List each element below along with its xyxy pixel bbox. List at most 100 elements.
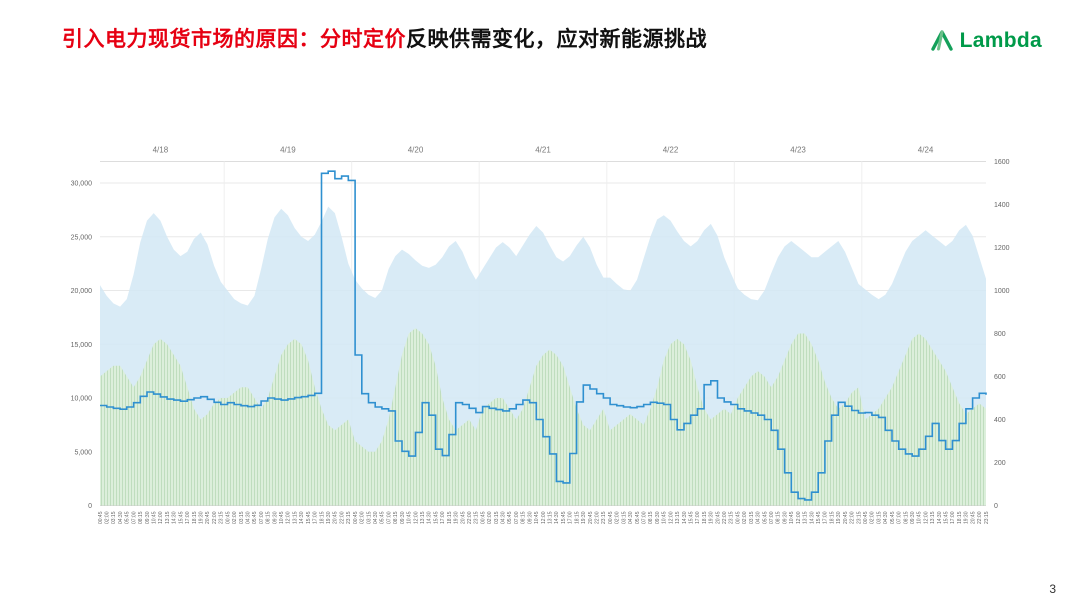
svg-text:10:45: 10:45	[534, 511, 540, 524]
svg-text:02:00: 02:00	[487, 511, 493, 524]
svg-text:17:00: 17:00	[440, 511, 446, 524]
title-highlight: 引入电力现货市场的原因：分时定价	[62, 28, 406, 51]
svg-text:03:15: 03:15	[494, 511, 500, 524]
svg-text:09:30: 09:30	[655, 511, 661, 524]
svg-text:08:15: 08:15	[266, 511, 272, 524]
svg-text:23:15: 23:15	[219, 511, 225, 524]
svg-text:12:00: 12:00	[796, 511, 802, 524]
svg-text:22:00: 22:00	[212, 511, 218, 524]
load-price-chart: 0 5,000 10,000 15,000 20,000 25,000 30,000 0 200…	[50, 132, 1030, 577]
slide-header: 引入电力现货市场的原因：分时定价反映供需变化，应对新能源挑战 Lambda	[62, 26, 1042, 54]
svg-text:00:45: 00:45	[608, 511, 614, 524]
svg-text:1600: 1600	[994, 159, 1010, 166]
svg-text:17:00: 17:00	[950, 511, 956, 524]
svg-text:04:30: 04:30	[373, 511, 379, 524]
svg-text:04:30: 04:30	[756, 511, 762, 524]
svg-text:05:45: 05:45	[635, 511, 641, 524]
svg-text:400: 400	[994, 417, 1006, 424]
svg-text:14:30: 14:30	[299, 511, 305, 524]
svg-text:15:45: 15:45	[816, 511, 822, 524]
svg-text:03:15: 03:15	[239, 511, 245, 524]
load-price-chart-svg: 0 5,000 10,000 15,000 20,000 25,000 30,000 0 200…	[71, 146, 1010, 525]
svg-text:07:00: 07:00	[131, 511, 137, 524]
svg-text:15:45: 15:45	[944, 511, 950, 524]
svg-text:23:15: 23:15	[601, 511, 607, 524]
svg-text:19:30: 19:30	[836, 511, 842, 524]
svg-text:4/21: 4/21	[535, 146, 551, 155]
svg-text:04:30: 04:30	[883, 511, 889, 524]
title-rest: 反映供需变化，应对新能源挑战	[406, 28, 707, 51]
svg-text:10:45: 10:45	[917, 511, 923, 524]
svg-text:00:45: 00:45	[863, 511, 869, 524]
svg-text:03:15: 03:15	[621, 511, 627, 524]
svg-text:10:45: 10:45	[407, 511, 413, 524]
svg-text:15:45: 15:45	[306, 511, 312, 524]
svg-text:1000: 1000	[994, 288, 1010, 295]
svg-text:10:45: 10:45	[662, 511, 668, 524]
svg-text:18:15: 18:15	[702, 511, 708, 524]
svg-text:20:45: 20:45	[843, 511, 849, 524]
svg-text:600: 600	[994, 374, 1006, 381]
svg-text:02:00: 02:00	[742, 511, 748, 524]
svg-text:07:00: 07:00	[642, 511, 648, 524]
svg-text:20:45: 20:45	[460, 511, 466, 524]
svg-text:07:00: 07:00	[769, 511, 775, 524]
svg-text:0: 0	[994, 503, 998, 510]
svg-text:22:00: 22:00	[850, 511, 856, 524]
svg-text:22:00: 22:00	[339, 511, 345, 524]
svg-text:18:15: 18:15	[574, 511, 580, 524]
svg-text:18:15: 18:15	[957, 511, 963, 524]
svg-text:02:00: 02:00	[615, 511, 621, 524]
svg-text:20:45: 20:45	[588, 511, 594, 524]
svg-text:18:15: 18:15	[192, 511, 198, 524]
svg-text:13:15: 13:15	[548, 511, 554, 524]
svg-text:15,000: 15,000	[71, 342, 93, 349]
svg-text:15:45: 15:45	[178, 511, 184, 524]
svg-text:23:15: 23:15	[856, 511, 862, 524]
svg-text:1200: 1200	[994, 245, 1010, 252]
svg-text:10:45: 10:45	[789, 511, 795, 524]
svg-text:05:45: 05:45	[380, 511, 386, 524]
svg-text:02:00: 02:00	[360, 511, 366, 524]
svg-text:02:00: 02:00	[105, 511, 111, 524]
svg-text:23:15: 23:15	[984, 511, 990, 524]
page-number: 3	[1049, 582, 1056, 596]
svg-text:10,000: 10,000	[71, 396, 93, 403]
svg-text:04:30: 04:30	[246, 511, 252, 524]
svg-text:12:00: 12:00	[668, 511, 674, 524]
svg-text:4/22: 4/22	[663, 146, 679, 155]
svg-text:19:30: 19:30	[709, 511, 715, 524]
svg-text:09:30: 09:30	[782, 511, 788, 524]
svg-text:07:00: 07:00	[897, 511, 903, 524]
svg-text:17:00: 17:00	[313, 511, 319, 524]
svg-text:22:00: 22:00	[467, 511, 473, 524]
svg-text:05:45: 05:45	[125, 511, 131, 524]
svg-text:19:30: 19:30	[199, 511, 205, 524]
svg-text:17:00: 17:00	[185, 511, 191, 524]
svg-text:17:00: 17:00	[568, 511, 574, 524]
svg-text:10:45: 10:45	[279, 511, 285, 524]
svg-text:13:15: 13:15	[675, 511, 681, 524]
svg-text:09:30: 09:30	[272, 511, 278, 524]
svg-text:20,000: 20,000	[71, 288, 93, 295]
lambda-logo-icon	[930, 30, 953, 51]
svg-text:02:00: 02:00	[232, 511, 238, 524]
svg-text:17:00: 17:00	[823, 511, 829, 524]
svg-text:23:15: 23:15	[346, 511, 352, 524]
svg-text:19:30: 19:30	[326, 511, 332, 524]
svg-text:08:15: 08:15	[138, 511, 144, 524]
svg-text:4/18: 4/18	[153, 146, 169, 155]
svg-text:03:15: 03:15	[111, 511, 117, 524]
svg-text:07:00: 07:00	[259, 511, 265, 524]
svg-text:08:15: 08:15	[648, 511, 654, 524]
svg-text:00:45: 00:45	[225, 511, 231, 524]
svg-text:14:30: 14:30	[172, 511, 178, 524]
svg-text:04:30: 04:30	[501, 511, 507, 524]
svg-text:02:00: 02:00	[870, 511, 876, 524]
svg-text:23:15: 23:15	[474, 511, 480, 524]
svg-text:800: 800	[994, 331, 1006, 338]
svg-text:17:00: 17:00	[695, 511, 701, 524]
svg-text:09:30: 09:30	[145, 511, 151, 524]
svg-text:23:15: 23:15	[729, 511, 735, 524]
svg-text:05:45: 05:45	[762, 511, 768, 524]
